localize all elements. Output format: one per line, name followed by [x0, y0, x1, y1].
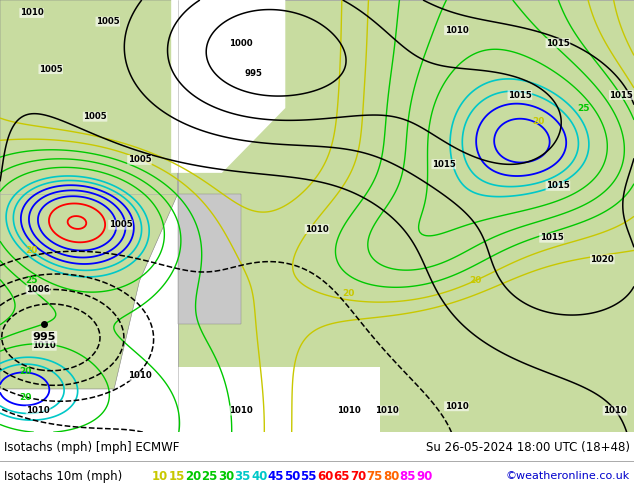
Text: 1010: 1010 [20, 8, 44, 18]
Text: 1005: 1005 [108, 220, 133, 229]
Text: 1005: 1005 [39, 65, 63, 74]
Text: Isotachs 10m (mph): Isotachs 10m (mph) [4, 469, 122, 483]
Text: 995: 995 [33, 332, 56, 342]
Text: 20: 20 [469, 276, 482, 285]
Text: 1010: 1010 [32, 341, 56, 350]
Text: 1010: 1010 [26, 406, 50, 415]
Text: 1015: 1015 [546, 181, 570, 190]
Text: 20: 20 [25, 246, 38, 255]
Text: 70: 70 [350, 469, 366, 483]
Text: 1010: 1010 [444, 26, 469, 35]
Text: 1015: 1015 [540, 233, 564, 242]
Text: 80: 80 [383, 469, 399, 483]
Text: 65: 65 [333, 469, 350, 483]
Text: 20: 20 [185, 469, 201, 483]
Text: 20: 20 [533, 117, 545, 125]
Text: 1010: 1010 [603, 406, 627, 415]
Text: 1005: 1005 [83, 112, 107, 121]
Text: 1010: 1010 [229, 406, 253, 415]
Text: 30: 30 [218, 469, 234, 483]
Polygon shape [0, 0, 178, 389]
Text: ©weatheronline.co.uk: ©weatheronline.co.uk [506, 471, 630, 481]
Text: 35: 35 [235, 469, 251, 483]
Text: 15: 15 [169, 469, 185, 483]
Text: 40: 40 [251, 469, 268, 483]
Text: 1010: 1010 [375, 406, 399, 415]
Text: 45: 45 [268, 469, 284, 483]
Text: 20: 20 [19, 393, 32, 402]
Text: 1010: 1010 [127, 371, 152, 381]
Polygon shape [178, 368, 380, 432]
Text: 85: 85 [399, 469, 416, 483]
Text: 1005: 1005 [96, 17, 120, 26]
Text: 1006: 1006 [26, 285, 50, 294]
Text: 1005: 1005 [127, 155, 152, 165]
Text: 1010: 1010 [305, 224, 329, 234]
Text: 1015: 1015 [546, 39, 570, 48]
Text: Isotachs (mph) [mph] ECMWF: Isotachs (mph) [mph] ECMWF [4, 441, 179, 454]
Text: 10: 10 [152, 469, 168, 483]
Text: 25: 25 [577, 103, 590, 113]
Text: 20: 20 [19, 367, 32, 376]
Text: 75: 75 [366, 469, 383, 483]
Text: Su 26-05-2024 18:00 UTC (18+48): Su 26-05-2024 18:00 UTC (18+48) [426, 441, 630, 454]
Text: 20: 20 [342, 290, 355, 298]
Polygon shape [178, 0, 634, 432]
Text: 50: 50 [284, 469, 301, 483]
Text: 1020: 1020 [590, 255, 614, 264]
Text: 995: 995 [245, 69, 262, 78]
Text: 1015: 1015 [609, 91, 633, 99]
Text: 1000: 1000 [229, 39, 253, 48]
Text: 25: 25 [25, 276, 38, 285]
Polygon shape [178, 195, 241, 324]
Text: 1010: 1010 [444, 402, 469, 411]
Text: 1010: 1010 [337, 406, 361, 415]
Text: 55: 55 [301, 469, 317, 483]
Text: 1015: 1015 [508, 91, 532, 99]
Text: 90: 90 [416, 469, 432, 483]
Text: 60: 60 [317, 469, 333, 483]
Text: 1015: 1015 [432, 160, 456, 169]
Text: 25: 25 [202, 469, 218, 483]
Polygon shape [171, 0, 285, 173]
